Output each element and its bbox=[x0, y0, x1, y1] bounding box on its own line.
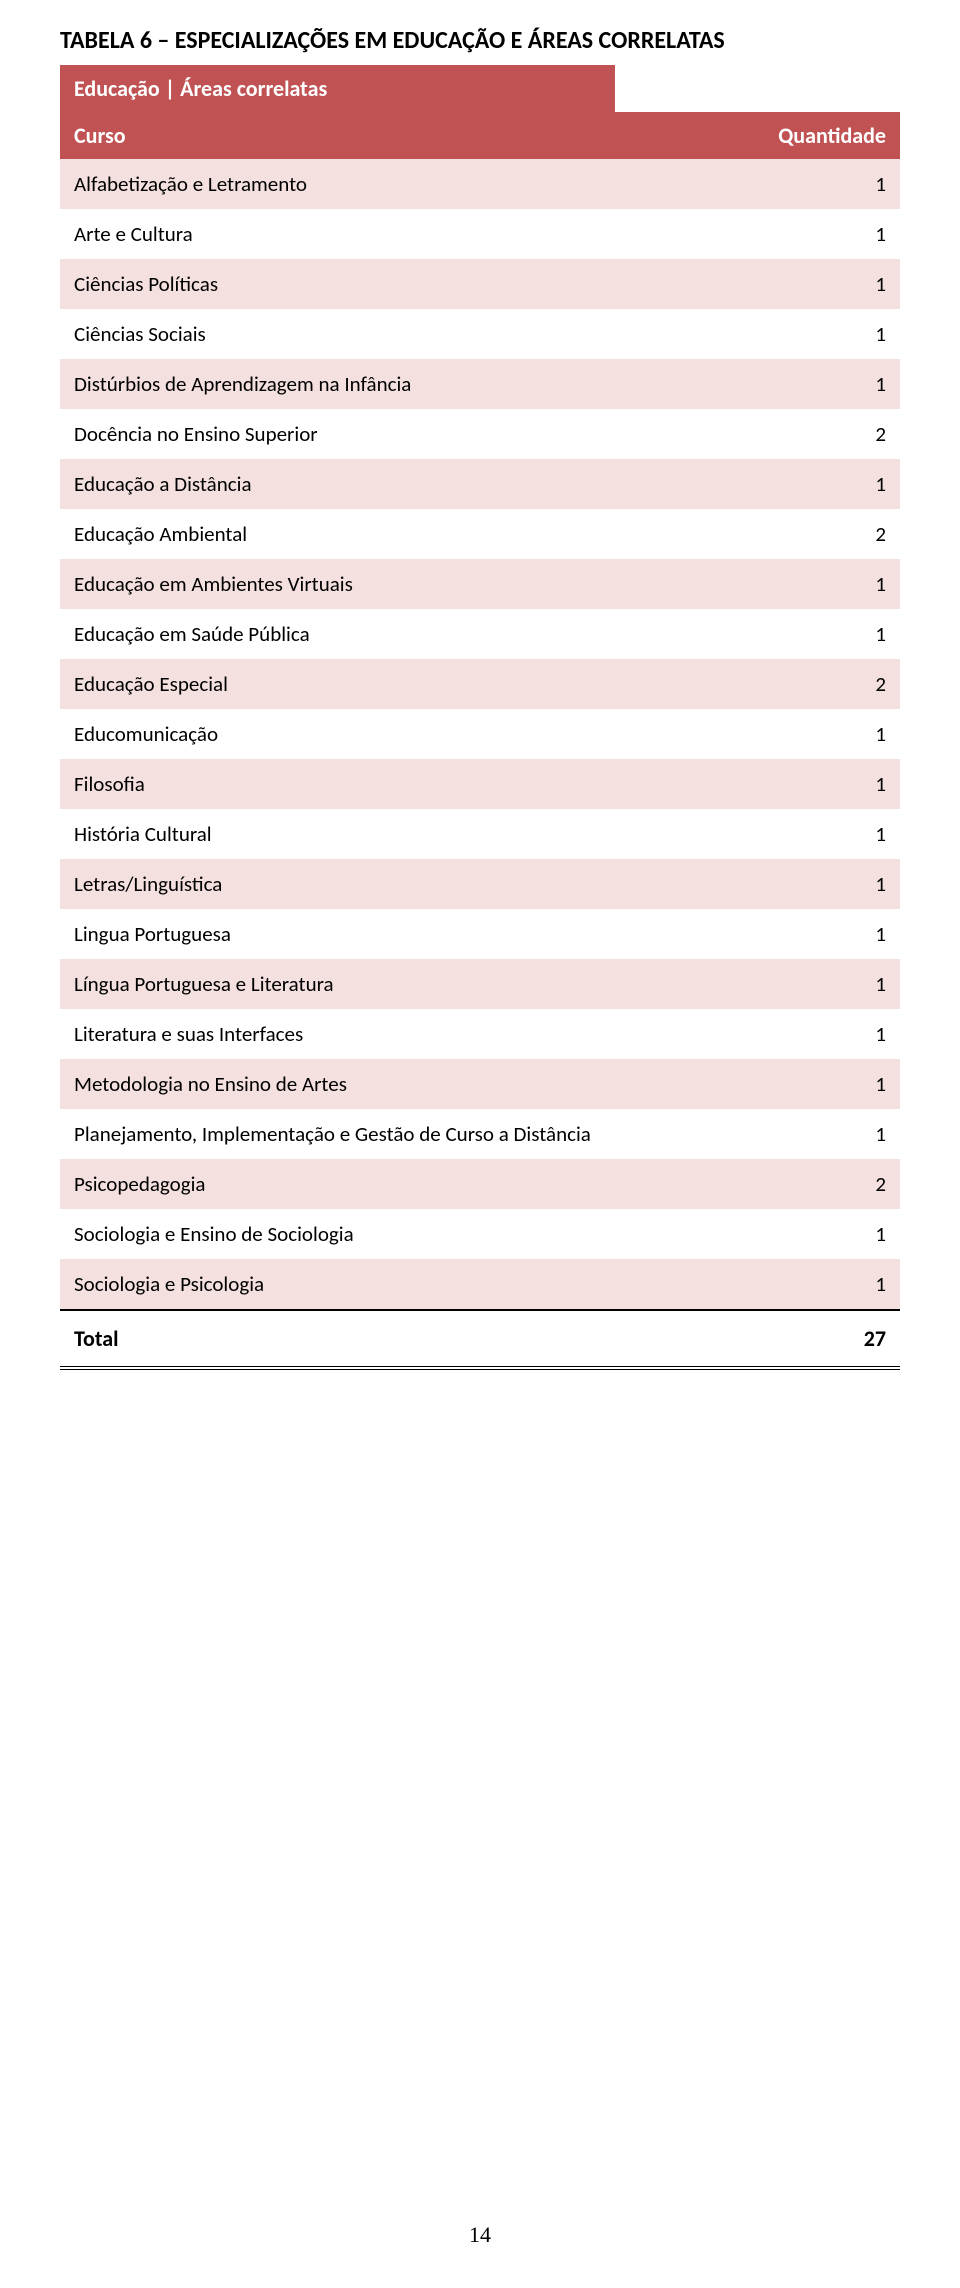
course-cell: Letras/Linguística bbox=[60, 859, 720, 909]
table-row: História Cultural1 bbox=[60, 809, 900, 859]
table-row: Educação a Distância1 bbox=[60, 459, 900, 509]
qty-cell: 1 bbox=[720, 309, 900, 359]
data-table: Alfabetização e Letramento1Arte e Cultur… bbox=[60, 159, 900, 1370]
total-row: Total 27 bbox=[60, 1310, 900, 1368]
course-cell: Planejamento, Implementação e Gestão de … bbox=[60, 1109, 720, 1159]
qty-cell: 1 bbox=[720, 1059, 900, 1109]
total-label: Total bbox=[60, 1310, 720, 1368]
qty-cell: 1 bbox=[720, 1209, 900, 1259]
course-cell: Psicopedagogia bbox=[60, 1159, 720, 1209]
qty-cell: 1 bbox=[720, 359, 900, 409]
qty-cell: 1 bbox=[720, 609, 900, 659]
course-cell: Sociologia e Psicologia bbox=[60, 1259, 720, 1310]
qty-cell: 1 bbox=[720, 1009, 900, 1059]
qty-cell: 1 bbox=[720, 809, 900, 859]
course-cell: Educação Ambiental bbox=[60, 509, 720, 559]
course-cell: Sociologia e Ensino de Sociologia bbox=[60, 1209, 720, 1259]
qty-cell: 1 bbox=[720, 959, 900, 1009]
table-row: Educação em Saúde Pública1 bbox=[60, 609, 900, 659]
table-row: Filosofia1 bbox=[60, 759, 900, 809]
course-cell: Arte e Cultura bbox=[60, 209, 720, 259]
table-row: Educação Especial2 bbox=[60, 659, 900, 709]
table-row: Sociologia e Ensino de Sociologia1 bbox=[60, 1209, 900, 1259]
table-row: Língua Portuguesa e Literatura1 bbox=[60, 959, 900, 1009]
table-row: Ciências Sociais1 bbox=[60, 309, 900, 359]
table-row: Alfabetização e Letramento1 bbox=[60, 159, 900, 209]
table-row: Metodologia no Ensino de Artes1 bbox=[60, 1059, 900, 1109]
course-cell: Língua Portuguesa e Literatura bbox=[60, 959, 720, 1009]
qty-cell: 1 bbox=[720, 559, 900, 609]
course-cell: Alfabetização e Letramento bbox=[60, 159, 720, 209]
course-cell: Educação em Saúde Pública bbox=[60, 609, 720, 659]
course-cell: Ciências Políticas bbox=[60, 259, 720, 309]
course-cell: Filosofia bbox=[60, 759, 720, 809]
qty-cell: 1 bbox=[720, 159, 900, 209]
table-row: Psicopedagogia2 bbox=[60, 1159, 900, 1209]
course-cell: Educação Especial bbox=[60, 659, 720, 709]
qty-cell: 1 bbox=[720, 709, 900, 759]
column-header-qty: Quantidade bbox=[720, 112, 900, 159]
total-value: 27 bbox=[720, 1310, 900, 1368]
table-row: Letras/Linguística1 bbox=[60, 859, 900, 909]
table-row: Lingua Portuguesa1 bbox=[60, 909, 900, 959]
page-number: 14 bbox=[0, 2222, 960, 2248]
course-cell: Distúrbios de Aprendizagem na Infância bbox=[60, 359, 720, 409]
table-row: Ciências Políticas1 bbox=[60, 259, 900, 309]
qty-cell: 1 bbox=[720, 259, 900, 309]
course-cell: História Cultural bbox=[60, 809, 720, 859]
course-cell: Docência no Ensino Superior bbox=[60, 409, 720, 459]
table-row: Docência no Ensino Superior2 bbox=[60, 409, 900, 459]
course-cell: Educomunicação bbox=[60, 709, 720, 759]
course-cell: Literatura e suas Interfaces bbox=[60, 1009, 720, 1059]
qty-cell: 2 bbox=[720, 409, 900, 459]
table-row: Planejamento, Implementação e Gestão de … bbox=[60, 1109, 900, 1159]
table-row: Sociologia e Psicologia1 bbox=[60, 1259, 900, 1310]
qty-cell: 1 bbox=[720, 209, 900, 259]
course-cell: Ciências Sociais bbox=[60, 309, 720, 359]
table-row: Educação em Ambientes Virtuais1 bbox=[60, 559, 900, 609]
qty-cell: 1 bbox=[720, 909, 900, 959]
table-row: Arte e Cultura1 bbox=[60, 209, 900, 259]
qty-cell: 2 bbox=[720, 659, 900, 709]
qty-cell: 1 bbox=[720, 1259, 900, 1310]
qty-cell: 1 bbox=[720, 1109, 900, 1159]
qty-cell: 1 bbox=[720, 759, 900, 809]
table-row: Educação Ambiental2 bbox=[60, 509, 900, 559]
table-subheader: Educação | Áreas correlatas bbox=[60, 65, 615, 112]
qty-cell: 1 bbox=[720, 459, 900, 509]
course-cell: Educação a Distância bbox=[60, 459, 720, 509]
course-cell: Educação em Ambientes Virtuais bbox=[60, 559, 720, 609]
qty-cell: 2 bbox=[720, 509, 900, 559]
table-row: Educomunicação1 bbox=[60, 709, 900, 759]
course-cell: Metodologia no Ensino de Artes bbox=[60, 1059, 720, 1109]
qty-cell: 2 bbox=[720, 1159, 900, 1209]
qty-cell: 1 bbox=[720, 859, 900, 909]
table-row: Literatura e suas Interfaces1 bbox=[60, 1009, 900, 1059]
column-header-course: Curso bbox=[60, 112, 720, 159]
course-cell: Lingua Portuguesa bbox=[60, 909, 720, 959]
column-header-row: Curso Quantidade bbox=[60, 112, 900, 159]
table-row: Distúrbios de Aprendizagem na Infância1 bbox=[60, 359, 900, 409]
table-title: TABELA 6 – ESPECIALIZAÇÕES EM EDUCAÇÃO E… bbox=[60, 20, 900, 55]
